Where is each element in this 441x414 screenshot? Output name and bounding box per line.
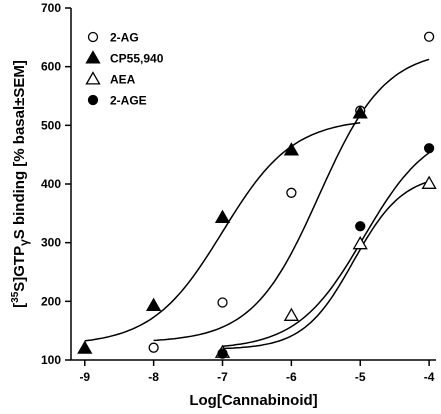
data-point-2-ag (286, 187, 297, 198)
x-tick-label: -8 (148, 370, 159, 384)
data-point-2-ag (423, 31, 435, 42)
legend-marker (87, 31, 99, 43)
y-title-mid: S]GTP (11, 246, 28, 292)
data-points (77, 31, 437, 359)
x-tick-label: -5 (355, 370, 366, 384)
y-tick-label: 700 (41, 1, 61, 15)
data-point-2-age (217, 348, 228, 359)
legend-marker (85, 50, 101, 64)
x-tick-label: -4 (424, 370, 435, 384)
y-title-sup: 35 (10, 291, 21, 303)
y-tick-label: 300 (41, 236, 61, 250)
legend-marker (85, 71, 101, 85)
legend-label: 2-AGE (110, 94, 147, 108)
data-point-aea (352, 235, 368, 250)
legend-label: CP55,940 (110, 52, 164, 66)
legend-marker (87, 94, 99, 106)
data-point-cp55-940 (77, 340, 93, 354)
fit-curve (84, 121, 361, 342)
fit-curve (222, 152, 430, 348)
data-point-cp55-940 (352, 105, 368, 119)
y-axis-title: [35S]GTPγS binding [% basal±SEM] (10, 60, 31, 308)
data-point-cp55-940 (214, 209, 231, 223)
legend: 2-AG CP55,940 AEA 2-AGE (85, 31, 164, 108)
fit-curve (153, 58, 430, 342)
x-tick-label: -9 (79, 370, 90, 384)
ticks: 100 200 300 400 500 600 700 -9 -8 -7 -6 -5 -4 (41, 1, 435, 384)
legend-label: 2-AG (110, 31, 139, 45)
fit-curves (84, 58, 430, 350)
fit-curve (222, 180, 430, 350)
x-axis-title: Log[Cannabinoid] (189, 392, 317, 409)
data-point-cp55-940 (145, 297, 162, 311)
data-point-2-ag (217, 297, 228, 308)
legend-label: AEA (110, 73, 136, 87)
y-tick-label: 500 (41, 118, 61, 132)
y-tick-label: 100 (41, 353, 61, 367)
x-tick-label: -6 (286, 370, 297, 384)
x-tick-label: -7 (217, 370, 228, 384)
data-point-2-ag (148, 342, 159, 353)
data-point-cp55-940 (283, 142, 300, 156)
data-point-aea (283, 307, 300, 321)
y-tick-label: 200 (41, 294, 61, 308)
y-title-gamma: γ (17, 239, 31, 246)
y-tick-label: 400 (41, 177, 61, 191)
data-point-2-age (423, 143, 435, 154)
y-title-tail: S binding [% basal±SEM] (11, 60, 28, 239)
data-point-2-age (355, 221, 366, 232)
data-point-aea (421, 175, 437, 189)
y-title-open: [ (11, 303, 28, 308)
y-tick-label: 600 (41, 60, 61, 74)
